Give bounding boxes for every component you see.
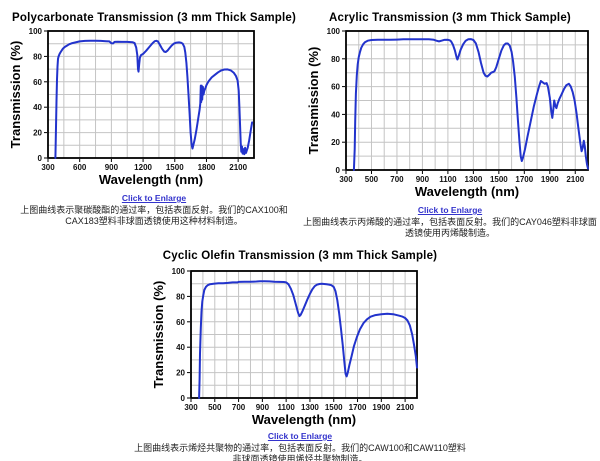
acrylic-chart-canvas: 300 500 700 900 1100 1300 1500 1700 1900 2100 0 20 4… [306, 27, 589, 199]
svg-text:20: 20 [33, 129, 42, 138]
acrylic-chart-block: Acrylic Transmission (3 mm Thick Sample)… [300, 12, 600, 239]
svg-text:1100: 1100 [277, 403, 295, 412]
cyclic-olefin-chart-title: Cyclic Olefin Transmission (3 mm Thick S… [162, 250, 438, 262]
svg-text:1900: 1900 [372, 403, 390, 412]
svg-text:60: 60 [33, 78, 42, 87]
svg-text:80: 80 [176, 292, 185, 301]
svg-text:1800: 1800 [198, 163, 216, 172]
cyclic-olefin-chart-block: Cyclic Olefin Transmission (3 mm Thick S… [130, 250, 470, 461]
svg-text:900: 900 [105, 163, 119, 172]
svg-text:500: 500 [365, 175, 379, 184]
polycarbonate-caption: 上图曲线表示聚碳酸酯的通过率，包括表面反射。我们的CAX100和CAX183塑料… [20, 205, 288, 226]
cyclic-olefin-caption: 上图曲线表示烯烃共聚物的通过率，包括表面反射。我们的CAW100和CAW110塑… [134, 443, 466, 461]
svg-text:40: 40 [331, 110, 340, 119]
svg-text:500: 500 [208, 403, 222, 412]
svg-text:1200: 1200 [134, 163, 152, 172]
svg-text:40: 40 [176, 343, 185, 352]
svg-text:300: 300 [184, 403, 198, 412]
svg-text:Transmission (%): Transmission (%) [151, 281, 166, 389]
svg-text:900: 900 [256, 403, 270, 412]
svg-text:2100: 2100 [229, 163, 247, 172]
svg-text:1100: 1100 [439, 175, 457, 184]
svg-text:60: 60 [331, 83, 340, 92]
svg-text:2100: 2100 [396, 403, 414, 412]
cyclic-olefin-enlarge-link[interactable]: Click to Enlarge [267, 431, 333, 441]
svg-text:300: 300 [339, 175, 353, 184]
svg-text:900: 900 [416, 175, 430, 184]
svg-text:600: 600 [73, 163, 87, 172]
svg-text:80: 80 [331, 55, 340, 64]
svg-text:1900: 1900 [541, 175, 559, 184]
svg-text:Transmission (%): Transmission (%) [306, 47, 321, 155]
svg-text:1500: 1500 [490, 175, 508, 184]
svg-text:2100: 2100 [566, 175, 584, 184]
polycarbonate-chart-block: Polycarbonate Transmission (3 mm Thick S… [8, 12, 300, 227]
svg-text:1300: 1300 [464, 175, 482, 184]
svg-text:100: 100 [327, 27, 341, 36]
svg-text:60: 60 [176, 318, 185, 327]
svg-text:40: 40 [33, 103, 42, 112]
svg-text:0: 0 [181, 394, 186, 403]
svg-text:Wavelength (nm): Wavelength (nm) [252, 412, 356, 427]
svg-text:0: 0 [336, 166, 341, 175]
svg-text:1500: 1500 [166, 163, 184, 172]
svg-text:Transmission (%): Transmission (%) [8, 41, 23, 149]
acrylic-chart-title: Acrylic Transmission (3 mm Thick Sample) [329, 12, 571, 24]
svg-text:20: 20 [176, 369, 185, 378]
cyclic-olefin-chart-canvas: 300 500 700 900 1100 1300 1500 1700 1900 2100 0 20 4… [151, 267, 418, 427]
svg-text:Wavelength (nm): Wavelength (nm) [415, 184, 519, 199]
acrylic-caption: 上图曲线表示丙烯酸的通过率，包括表面反射。我们的CAY046塑料非球面透镜使用丙… [303, 217, 597, 238]
svg-text:700: 700 [232, 403, 246, 412]
svg-text:700: 700 [390, 175, 404, 184]
svg-text:300: 300 [41, 163, 55, 172]
svg-text:100: 100 [29, 27, 43, 36]
svg-text:100: 100 [172, 267, 186, 276]
svg-text:1700: 1700 [515, 175, 533, 184]
polycarbonate-chart-canvas: 300 600 900 1200 1500 1800 2100 0 20 40 60 80 100 Wav… [8, 27, 255, 187]
svg-text:1700: 1700 [349, 403, 367, 412]
acrylic-enlarge-link[interactable]: Click to Enlarge [417, 205, 483, 215]
svg-text:20: 20 [331, 138, 340, 147]
svg-text:1500: 1500 [325, 403, 343, 412]
svg-text:Wavelength (nm): Wavelength (nm) [99, 172, 203, 187]
svg-text:80: 80 [33, 52, 42, 61]
svg-text:1300: 1300 [301, 403, 319, 412]
polycarbonate-chart-title: Polycarbonate Transmission (3 mm Thick S… [11, 12, 296, 24]
polycarbonate-enlarge-link[interactable]: Click to Enlarge [121, 193, 187, 203]
svg-text:0: 0 [38, 154, 43, 163]
